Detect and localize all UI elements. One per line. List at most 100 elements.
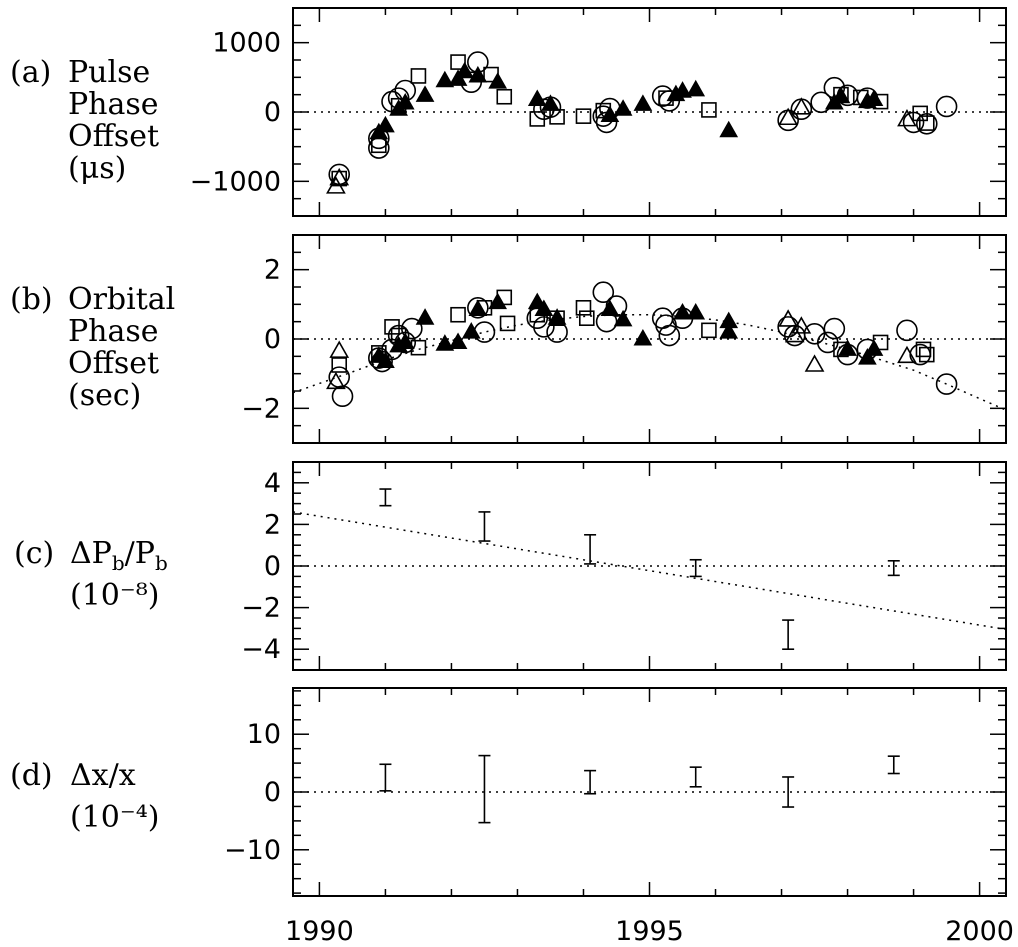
panel-label-line: Offset xyxy=(68,119,159,154)
marker-filled-triangle xyxy=(527,89,547,107)
marker-open-triangle xyxy=(326,176,346,194)
marker-filled-triangle xyxy=(633,328,653,346)
marker-filled-triangle xyxy=(600,105,620,122)
y-tick-label: −4 xyxy=(241,634,281,665)
panel-label-line: Phase xyxy=(68,87,159,122)
marker-open-triangle xyxy=(784,324,805,343)
y-tick-label: 0 xyxy=(264,551,281,582)
marker-open-circle xyxy=(823,317,846,340)
marker-filled-triangle xyxy=(864,89,884,107)
marker-filled-triangle xyxy=(415,308,435,325)
marker-open-square xyxy=(575,299,592,316)
marker-open-triangle xyxy=(897,345,917,364)
plot-area xyxy=(293,281,1006,411)
marker-open-square xyxy=(701,322,717,339)
marker-filled-triangle xyxy=(435,70,455,88)
marker-filled-triangle xyxy=(488,292,508,310)
marker-open-square xyxy=(371,137,387,154)
y-tick-label: 0 xyxy=(264,777,281,808)
marker-filled-triangle xyxy=(376,115,395,133)
y-tick-label: 0 xyxy=(264,324,281,355)
marker-open-circle xyxy=(935,373,958,395)
y-tick-label: 4 xyxy=(264,468,281,499)
plot-area xyxy=(326,51,958,194)
panel-label-line: ΔPb/Pb xyxy=(70,536,168,575)
marker-open-square xyxy=(529,111,546,127)
marker-filled-triangle xyxy=(719,120,739,138)
marker-open-circle xyxy=(592,281,615,304)
marker-open-circle xyxy=(790,98,813,121)
panel-d: −10 0 10 1990 1995 2000 (d) Δx/x (10⁻⁴) xyxy=(10,687,1014,947)
x-tick-label: 1990 xyxy=(285,916,354,947)
marker-filled-triangle xyxy=(455,61,475,79)
marker-open-circle xyxy=(473,321,496,343)
marker-open-square xyxy=(915,341,932,358)
marker-filled-triangle xyxy=(719,322,739,339)
marker-open-triangle xyxy=(326,371,346,390)
marker-filled-triangle xyxy=(838,339,857,356)
panel-label-line: (μs) xyxy=(68,151,126,186)
marker-open-circle xyxy=(658,324,681,347)
panel-prefix: (c) xyxy=(14,536,54,571)
y-tick-label: 0 xyxy=(264,97,281,128)
marker-filled-triangle xyxy=(686,79,706,97)
y-tick-label: −1000 xyxy=(190,166,281,197)
marker-filled-triangle xyxy=(376,351,395,369)
marker-filled-triangle xyxy=(488,72,508,89)
marker-open-square xyxy=(331,170,348,187)
marker-filled-triangle xyxy=(395,332,415,349)
marker-open-square xyxy=(410,68,427,84)
marker-filled-triangle xyxy=(395,92,415,110)
marker-open-square xyxy=(578,310,595,327)
plot-area xyxy=(293,488,1006,651)
trend-line xyxy=(293,511,1006,631)
panel-label-line: Δx/x xyxy=(70,758,136,793)
panel-label-line: (10⁻⁸) xyxy=(70,578,159,613)
panel-c: −4 −2 0 2 4 (c) ΔPb/Pb(10⁻⁸) xyxy=(14,461,1007,671)
marker-open-square xyxy=(499,315,516,332)
marker-filled-triangle xyxy=(468,65,488,83)
marker-filled-triangle xyxy=(547,308,567,325)
marker-filled-triangle xyxy=(831,86,851,104)
marker-filled-triangle xyxy=(858,348,877,365)
x-tick-label: 2000 xyxy=(945,916,1014,947)
marker-open-triangle xyxy=(778,309,799,327)
marker-open-triangle xyxy=(804,354,825,372)
y-tick-label: 2 xyxy=(264,255,281,286)
marker-filled-triangle xyxy=(613,99,633,116)
marker-open-triangle xyxy=(778,107,799,126)
x-tick-label: 1995 xyxy=(615,916,684,947)
marker-open-square xyxy=(918,346,935,363)
y-tick-label: −2 xyxy=(241,393,281,424)
marker-filled-triangle xyxy=(448,332,468,349)
marker-filled-triangle xyxy=(613,309,633,327)
marker-filled-triangle xyxy=(541,94,560,111)
marker-open-square xyxy=(450,306,466,323)
marker-open-circle xyxy=(467,296,489,319)
y-tick-label: 1000 xyxy=(212,28,281,59)
marker-open-square xyxy=(701,102,717,118)
panel-label-line: Phase xyxy=(68,314,159,349)
marker-open-circle xyxy=(935,95,958,118)
panel-prefix: (a) xyxy=(10,55,51,90)
marker-filled-triangle xyxy=(461,322,481,339)
panel-prefix: (b) xyxy=(10,282,53,317)
marker-open-triangle xyxy=(791,97,812,115)
marker-open-square xyxy=(575,108,592,124)
y-tick-label: 2 xyxy=(264,509,281,540)
marker-filled-triangle xyxy=(633,94,653,111)
marker-filled-triangle xyxy=(600,299,620,317)
marker-open-triangle xyxy=(791,316,812,334)
marker-filled-triangle xyxy=(435,334,455,351)
marker-open-triangle xyxy=(897,109,917,127)
marker-filled-triangle xyxy=(673,81,692,98)
marker-open-square xyxy=(450,54,466,70)
marker-open-square xyxy=(496,88,513,105)
marker-filled-triangle xyxy=(686,302,706,320)
panel-prefix: (d) xyxy=(10,758,53,793)
marker-filled-triangle xyxy=(415,85,435,102)
marker-open-triangle xyxy=(329,167,350,186)
